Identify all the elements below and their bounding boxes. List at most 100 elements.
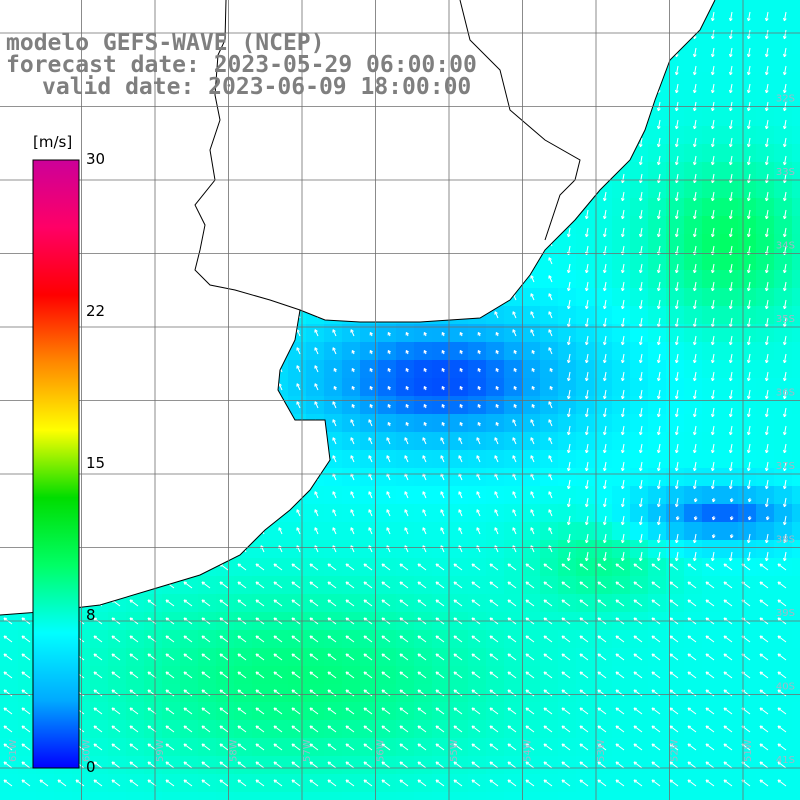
field-cell [738, 450, 757, 469]
field-cell [702, 594, 721, 613]
field-cell [0, 774, 19, 793]
field-cell [666, 342, 685, 361]
field-cell [252, 720, 271, 739]
field-cell [792, 0, 800, 19]
field-cell [540, 594, 559, 613]
field-cell [702, 108, 721, 127]
field-cell [738, 234, 757, 253]
field-cell [612, 486, 631, 505]
field-cell [378, 486, 397, 505]
field-cell [450, 378, 469, 397]
field-cell [468, 522, 487, 541]
field-cell [792, 792, 800, 800]
field-cell [738, 144, 757, 163]
field-cell [288, 720, 307, 739]
field-cell [684, 198, 703, 217]
lat-label: 37S [776, 461, 795, 472]
field-cell [504, 558, 523, 577]
field-cell [306, 702, 325, 721]
field-cell [414, 486, 433, 505]
field-cell [594, 450, 613, 469]
field-cell [144, 774, 163, 793]
field-cell [306, 594, 325, 613]
field-cell [756, 108, 775, 127]
field-cell [486, 648, 505, 667]
field-cell [738, 630, 757, 649]
field-cell [252, 702, 271, 721]
field-cell [414, 792, 433, 800]
field-cell [738, 540, 757, 559]
field-cell [540, 288, 559, 307]
field-cell [378, 774, 397, 793]
field-cell [504, 342, 523, 361]
field-cell [684, 234, 703, 253]
field-cell [612, 468, 631, 487]
field-cell [396, 594, 415, 613]
field-cell [756, 378, 775, 397]
field-cell [162, 684, 181, 703]
field-cell [198, 648, 217, 667]
field-cell [342, 576, 361, 595]
field-cell [630, 774, 649, 793]
field-cell [756, 792, 775, 800]
field-cell [666, 180, 685, 199]
field-cell [630, 306, 649, 325]
field-cell [522, 306, 541, 325]
field-cell [216, 594, 235, 613]
field-cell [342, 792, 361, 800]
field-cell [90, 738, 109, 757]
field-cell [558, 576, 577, 595]
field-cell [738, 378, 757, 397]
field-cell [684, 522, 703, 541]
field-cell [738, 306, 757, 325]
field-cell [738, 594, 757, 613]
field-cell [720, 666, 739, 685]
field-cell [396, 702, 415, 721]
field-cell [594, 306, 613, 325]
field-cell [450, 630, 469, 649]
field-cell [504, 540, 523, 559]
field-cell [720, 576, 739, 595]
field-cell [576, 468, 595, 487]
field-cell [270, 666, 289, 685]
field-cell [666, 648, 685, 667]
field-cell [522, 576, 541, 595]
field-cell [666, 288, 685, 307]
field-cell [288, 774, 307, 793]
field-cell [648, 252, 667, 271]
field-cell [198, 792, 217, 800]
field-cell [702, 702, 721, 721]
field-cell [720, 450, 739, 469]
field-cell [648, 414, 667, 433]
field-cell [702, 504, 721, 523]
field-cell [756, 360, 775, 379]
field-cell [198, 738, 217, 757]
field-cell [594, 702, 613, 721]
field-cell [576, 306, 595, 325]
field-cell [558, 234, 577, 253]
field-cell [432, 504, 451, 523]
field-cell [576, 792, 595, 800]
field-cell [504, 576, 523, 595]
field-cell [738, 792, 757, 800]
field-cell [306, 576, 325, 595]
field-cell [414, 684, 433, 703]
field-cell [306, 378, 325, 397]
field-cell [306, 630, 325, 649]
field-cell [774, 198, 793, 217]
field-cell [378, 540, 397, 559]
field-cell [270, 630, 289, 649]
field-cell [774, 486, 793, 505]
field-cell [702, 684, 721, 703]
field-cell [612, 234, 631, 253]
field-cell [630, 756, 649, 775]
field-cell [486, 342, 505, 361]
field-cell [432, 450, 451, 469]
field-cell [594, 630, 613, 649]
field-cell [684, 270, 703, 289]
field-cell [450, 504, 469, 523]
field-cell [90, 684, 109, 703]
field-cell [306, 342, 325, 361]
field-cell [684, 396, 703, 415]
field-cell [108, 702, 127, 721]
